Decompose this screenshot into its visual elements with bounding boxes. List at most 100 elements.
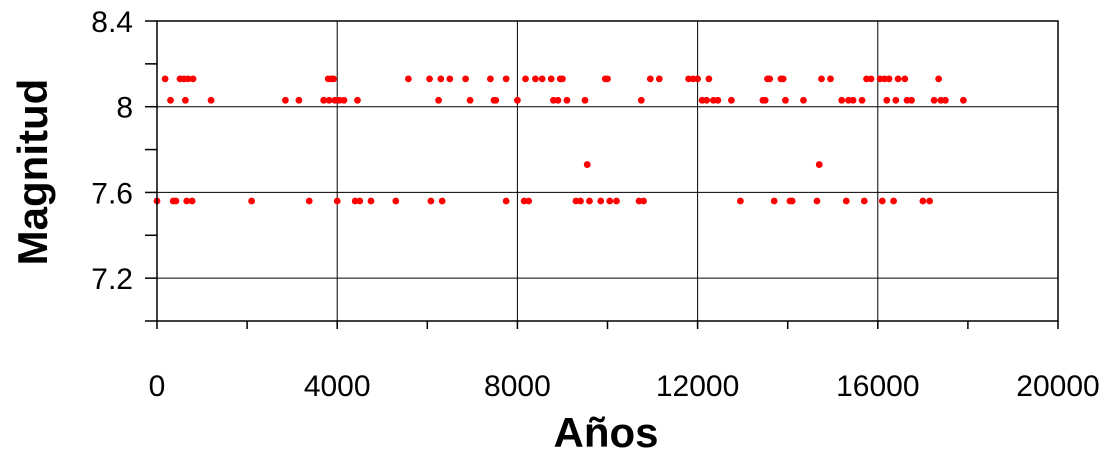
y-tick-label: 8 [116, 92, 133, 125]
data-point [867, 75, 875, 83]
data-point [782, 96, 789, 104]
data-point [295, 96, 303, 104]
x-tick-label: 20000 [1016, 370, 1099, 403]
data-point [435, 96, 442, 104]
data-point [606, 197, 614, 205]
data-point [604, 75, 611, 83]
data-point [281, 96, 289, 104]
data-point [818, 75, 825, 83]
data-point [554, 96, 562, 104]
data-point [446, 75, 454, 83]
data-point [890, 197, 897, 205]
data-point [703, 96, 711, 104]
data-point [181, 96, 189, 104]
data-point [188, 197, 196, 205]
data-point [305, 197, 313, 205]
data-point [514, 96, 521, 104]
data-point [532, 75, 539, 83]
x-axis-tick-labels: 0 4000 8000 12000 16000 20000 [149, 370, 1100, 403]
data-point [167, 96, 174, 104]
data-point [736, 197, 744, 205]
data-point [941, 96, 949, 104]
x-tick-label: 12000 [656, 370, 739, 403]
data-points [153, 75, 967, 205]
data-point [885, 75, 893, 83]
data-point [935, 75, 943, 83]
data-point [883, 96, 891, 104]
data-point [502, 197, 510, 205]
data-point [340, 96, 348, 104]
data-point [640, 197, 647, 205]
data-point [354, 96, 361, 104]
data-point [161, 75, 169, 83]
data-point [930, 96, 938, 104]
data-point [502, 75, 510, 83]
data-point [637, 96, 645, 104]
data-point [770, 197, 778, 205]
data-point [525, 197, 533, 205]
x-tick-label: 16000 [836, 370, 919, 403]
data-point [563, 96, 571, 104]
data-point [655, 75, 663, 83]
data-point [392, 197, 400, 205]
data-point [908, 96, 915, 104]
data-point [779, 75, 787, 83]
data-point [761, 96, 769, 104]
axis-ticks [145, 20, 1059, 329]
data-point [878, 197, 886, 205]
grid-lines [157, 21, 1058, 321]
data-point [597, 197, 605, 205]
data-point [694, 75, 701, 83]
y-axis-tick-labels: 7.2 7.6 8 8.4 [91, 6, 133, 296]
data-point [522, 75, 529, 83]
data-point [892, 96, 900, 104]
data-point [838, 96, 846, 104]
y-tick-label: 8.4 [91, 6, 133, 39]
data-point [581, 96, 589, 104]
data-point [894, 75, 902, 83]
data-point [427, 197, 435, 205]
data-point [404, 75, 412, 83]
data-point [492, 96, 500, 104]
data-point [426, 75, 433, 83]
y-axis-label: Magnitud [9, 79, 56, 266]
data-point [172, 197, 180, 205]
data-point [827, 75, 834, 83]
data-point [547, 75, 555, 83]
data-point [727, 96, 735, 104]
x-tick-label: 4000 [304, 370, 371, 403]
data-point [800, 96, 807, 104]
data-point [189, 75, 197, 83]
data-point [858, 96, 866, 104]
data-point [367, 197, 375, 205]
x-tick-label: 8000 [484, 370, 551, 403]
data-point [486, 75, 494, 83]
plot-frame [156, 20, 1059, 322]
data-point [356, 197, 364, 205]
data-point [333, 197, 341, 205]
data-point [926, 197, 934, 205]
data-point [462, 75, 469, 83]
data-point [466, 96, 474, 104]
data-point [207, 96, 215, 104]
data-point [437, 75, 445, 83]
data-point [438, 197, 446, 205]
x-tick-label: 0 [149, 370, 166, 403]
data-point [646, 75, 654, 83]
data-point [613, 197, 620, 205]
data-point [919, 197, 927, 205]
data-point [815, 161, 823, 168]
data-point [183, 197, 191, 205]
data-point [705, 75, 713, 83]
data-point [714, 96, 722, 104]
data-point [538, 75, 546, 83]
data-point [959, 96, 967, 104]
data-point [766, 75, 774, 83]
data-point [577, 197, 584, 205]
data-point [583, 161, 591, 168]
data-point [849, 96, 857, 104]
data-point [813, 197, 821, 205]
data-point [330, 75, 337, 83]
x-axis-label: Años [554, 409, 659, 453]
